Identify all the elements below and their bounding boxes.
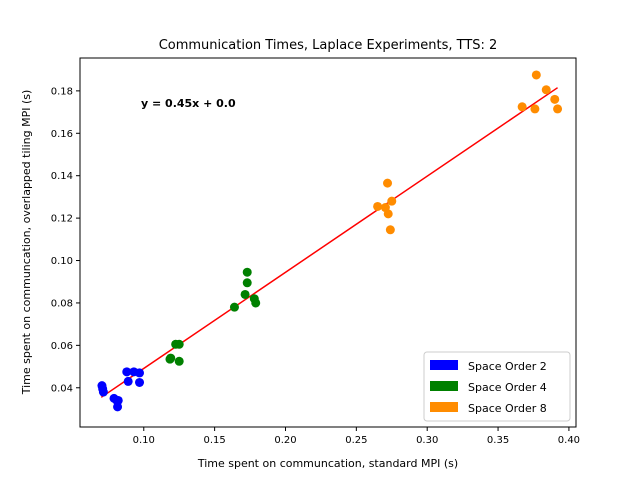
data-point-series-1 xyxy=(123,376,133,386)
legend-swatch xyxy=(430,360,458,370)
x-tick-label: 0.35 xyxy=(487,435,509,446)
plot-frame xyxy=(79,57,577,428)
x-tick-label: 0.20 xyxy=(274,435,296,446)
legend-swatch xyxy=(430,402,458,412)
y-tick-label: 0.18 xyxy=(51,86,73,97)
data-point-series-3 xyxy=(383,209,393,219)
legend-swatch xyxy=(430,381,458,391)
y-axis-label: Time spent on communcation, overlapped t… xyxy=(20,90,33,396)
legend-box xyxy=(423,351,571,422)
x-tick-label: 0.30 xyxy=(416,435,438,446)
y-tick-label: 0.08 xyxy=(51,298,73,309)
data-point-series-3 xyxy=(553,104,563,114)
x-tick-label: 0.10 xyxy=(133,435,155,446)
data-point-series-2 xyxy=(251,298,261,308)
data-point-series-2 xyxy=(242,267,252,277)
y-tick-label: 0.10 xyxy=(51,256,73,267)
legend-label: Space Order 4 xyxy=(468,381,547,394)
fit-equation-annotation: y = 0.45x + 0.0 xyxy=(141,97,236,110)
y-tick-label: 0.12 xyxy=(51,214,73,225)
x-tick-label: 0.15 xyxy=(203,435,225,446)
data-point-series-3 xyxy=(373,201,383,211)
chart-title: Communication Times, Laplace Experiments… xyxy=(159,38,498,53)
x-axis-label: Time spent on communcation, standard MPI… xyxy=(197,457,458,470)
data-point-series-2 xyxy=(174,356,184,366)
data-point-series-2 xyxy=(174,339,184,349)
data-point-series-3 xyxy=(530,104,540,114)
legend-label: Space Order 2 xyxy=(468,360,547,373)
legend: Space Order 2 Space Order 4 Space Order 8 xyxy=(423,351,571,422)
data-point-series-3 xyxy=(531,70,541,80)
data-point-series-3 xyxy=(517,102,527,112)
x-tick-label: 0.25 xyxy=(345,435,367,446)
data-point-series-2 xyxy=(229,302,239,312)
x-tick-label: 0.40 xyxy=(558,435,580,446)
y-tick-label: 0.06 xyxy=(51,341,73,352)
data-point-series-2 xyxy=(242,278,252,288)
plot-area: 0.10 0.15 0.20 0.25 0.30 0.35 0.40 0.04 0.06 0.08… xyxy=(51,57,580,446)
y-tick-label: 0.14 xyxy=(51,171,73,182)
data-point-series-1 xyxy=(98,387,108,397)
data-point-series-1 xyxy=(113,402,123,412)
data-point-series-3 xyxy=(385,225,395,235)
legend-label: Space Order 8 xyxy=(468,402,547,415)
data-point-series-1 xyxy=(122,367,132,377)
data-point-series-3 xyxy=(387,196,397,206)
data-point-series-3 xyxy=(550,94,560,104)
data-point-series-2 xyxy=(166,353,176,363)
data-point-series-3 xyxy=(383,178,393,188)
y-tick-label: 0.16 xyxy=(51,129,73,140)
data-point-series-3 xyxy=(541,85,551,95)
data-point-series-2 xyxy=(240,289,250,299)
data-point-series-1 xyxy=(135,377,145,387)
data-point-series-1 xyxy=(135,368,145,378)
y-tick-label: 0.04 xyxy=(51,383,73,394)
